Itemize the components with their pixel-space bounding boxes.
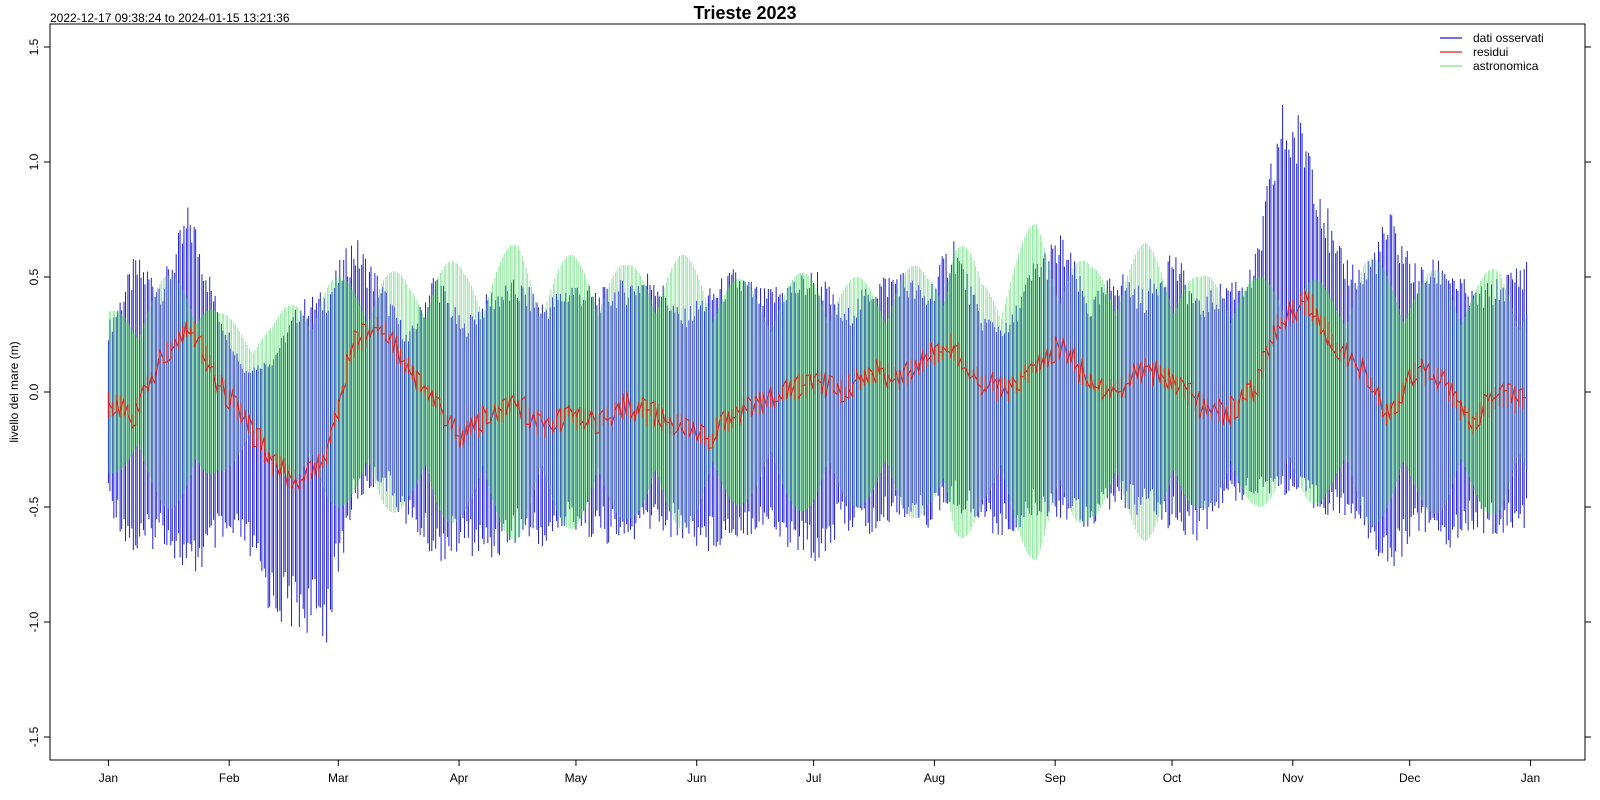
y-axis-label: livello del mare (m)	[7, 341, 21, 442]
x-tick-label: Feb	[219, 771, 240, 785]
series-residual	[107, 290, 1527, 493]
y-tick-label: 1.0	[27, 153, 41, 170]
x-tick-label: Nov	[1282, 771, 1303, 785]
y-tick-label: -0.5	[27, 496, 41, 517]
legend-label: astronomica	[1473, 59, 1539, 73]
x-axis: Jan Feb Mar Apr May Jun Jul Aug Sep Oct Nov Dec Jan	[99, 760, 1540, 785]
x-tick-label: May	[565, 771, 588, 785]
residual-line	[107, 290, 1527, 493]
x-tick-label: Aug	[924, 771, 945, 785]
x-tick-label: Oct	[1163, 771, 1182, 785]
series-observed	[107, 104, 1528, 643]
legend-label: dati osservati	[1473, 31, 1544, 45]
chart-title: Trieste 2023	[693, 3, 796, 23]
date-range-subtitle: 2022-12-17 09:38:24 to 2024-01-15 13:21:…	[50, 11, 290, 25]
legend-label: residui	[1473, 45, 1508, 59]
y-tick-label: -1.0	[27, 611, 41, 632]
x-tick-label: Apr	[450, 771, 469, 785]
x-tick-label: Jul	[806, 771, 821, 785]
y-axis: -1.5 -1.0 -0.5 0.0 0.5 1.0 1.5	[27, 38, 1591, 747]
x-tick-label: Mar	[328, 771, 349, 785]
x-tick-label: Jan	[99, 771, 118, 785]
y-tick-label: 1.5	[27, 38, 41, 55]
x-tick-label: Dec	[1399, 771, 1420, 785]
y-tick-label: 0.0	[27, 383, 41, 400]
series-astronomical	[108, 224, 1528, 560]
x-tick-label: Jan	[1521, 771, 1540, 785]
x-tick-label: Jun	[687, 771, 706, 785]
plot-area	[107, 104, 1528, 643]
x-tick-label: Sep	[1044, 771, 1066, 785]
y-tick-label: -1.5	[27, 726, 41, 747]
y-tick-label: 0.5	[27, 268, 41, 285]
